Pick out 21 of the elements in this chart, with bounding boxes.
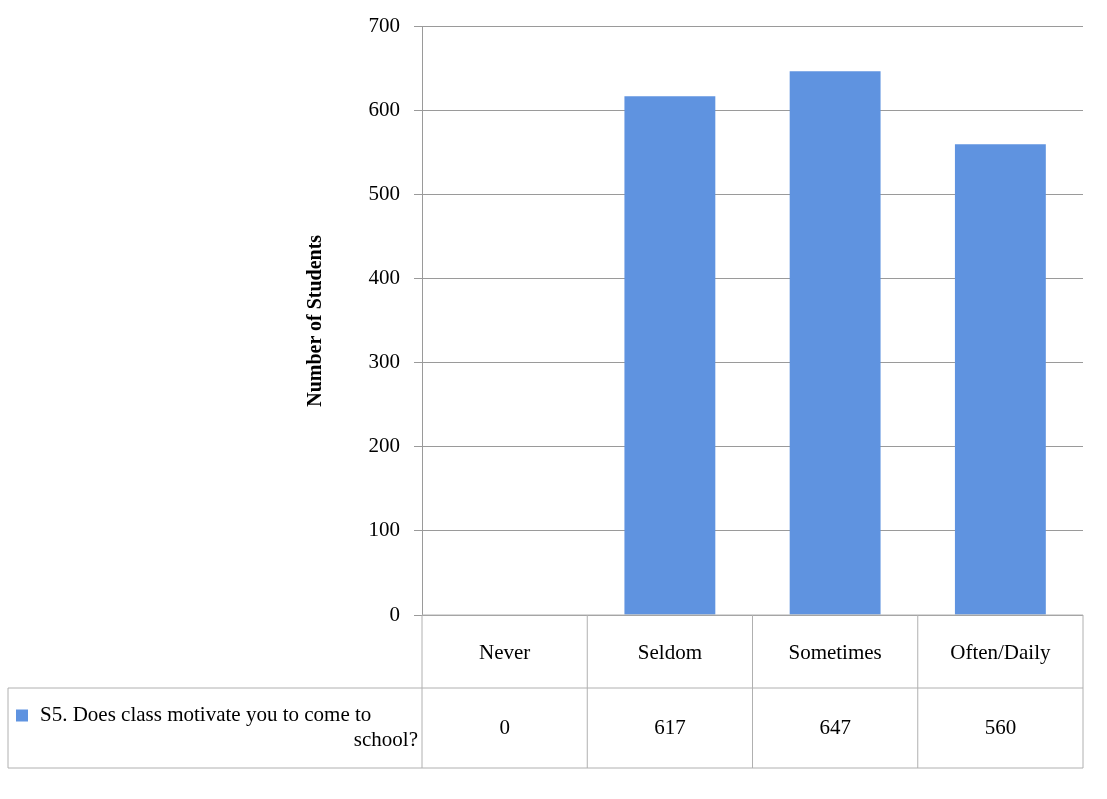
y-axis-title: Number of Students [303,234,326,407]
y-tick-label: 400 [368,265,400,290]
y-tick-label: 700 [368,13,400,38]
data-label: 0 [499,714,510,739]
y-tick-label: 300 [368,349,400,374]
data-label: 560 [984,714,1017,739]
y-tick-label: 0 [389,601,400,626]
legend-label: S5. Does class motivate you to come to school? [40,702,418,752]
x-tick-label: Never [478,640,531,665]
x-tick-label: Often/Daily [950,640,1052,665]
bar [624,96,716,615]
y-tick-label: 100 [368,517,400,542]
x-tick-label: Sometimes [788,640,882,665]
y-tick-label: 200 [368,433,400,458]
bar [954,144,1046,615]
data-label: 617 [654,714,686,739]
y-tick-label: 500 [368,181,400,206]
y-tick-label: 600 [368,97,400,122]
data-label: 647 [819,714,851,739]
x-tick-label: Seldom [637,640,702,665]
bar [789,71,881,615]
